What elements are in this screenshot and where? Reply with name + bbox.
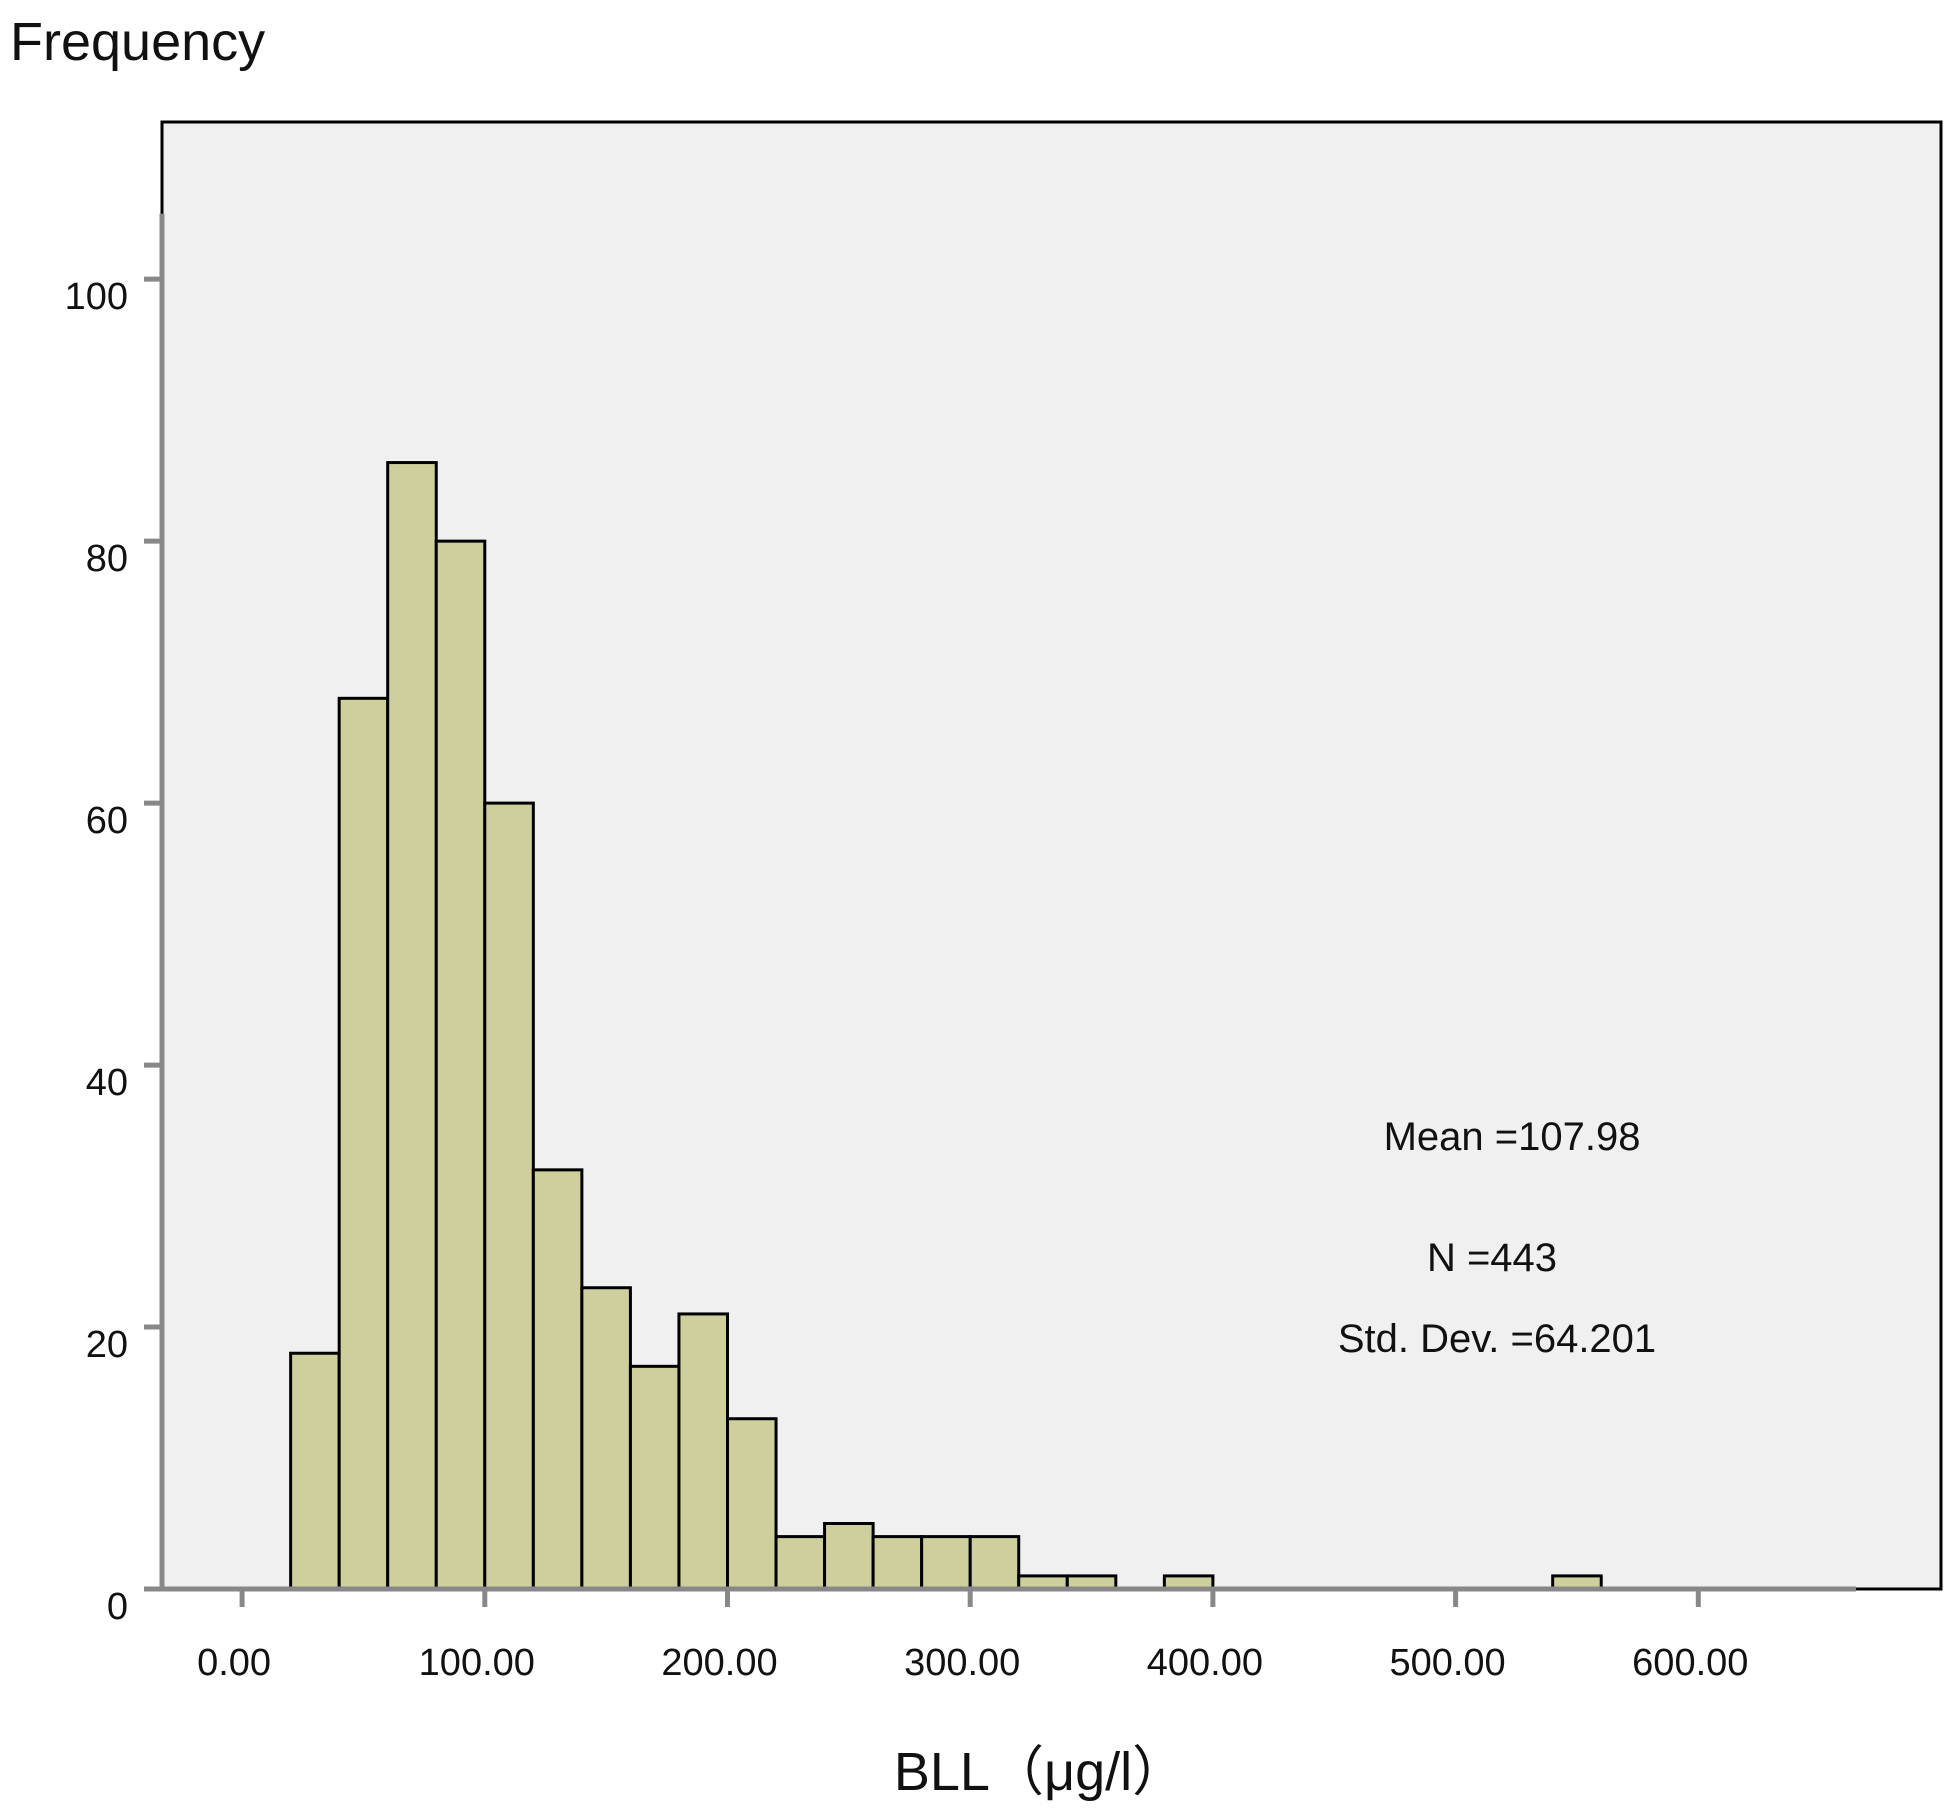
bar-120-140 bbox=[531, 1168, 584, 1591]
bar-100-120 bbox=[483, 801, 535, 1591]
y-tick-label-0: 0 bbox=[107, 1586, 128, 1628]
bar-200-220 bbox=[725, 1417, 778, 1591]
bar-160-180 bbox=[628, 1364, 681, 1591]
x-tick-label-0: 0.00 bbox=[197, 1642, 271, 1684]
bar-20-40 bbox=[289, 1351, 341, 1591]
bar-180-200 bbox=[677, 1312, 729, 1591]
x-axis-title: BLL（μg/l） bbox=[894, 1742, 1186, 1802]
y-tick-label-20: 20 bbox=[86, 1324, 128, 1366]
bar-240-260 bbox=[823, 1522, 875, 1591]
y-tick-label-80: 80 bbox=[86, 538, 128, 580]
bar-40-60 bbox=[337, 696, 390, 1591]
y-tick-label-60: 60 bbox=[86, 800, 128, 842]
std-dev-label: Std. Dev. =64.201 bbox=[1338, 1317, 1656, 1361]
bar-140-160 bbox=[580, 1286, 632, 1591]
bar-80-100 bbox=[434, 539, 487, 1591]
x-tick-label-600: 600.00 bbox=[1632, 1642, 1748, 1684]
x-tick-label-200: 200.00 bbox=[661, 1642, 777, 1684]
bar-300-320 bbox=[968, 1535, 1021, 1591]
x-axis: 0.00 100.00 200.00 300.00 400.00 500.00 600.00 bbox=[162, 1586, 1857, 1684]
bar-220-240 bbox=[774, 1535, 827, 1591]
bar-60-80 bbox=[386, 461, 438, 1591]
y-tick-label-100: 100 bbox=[65, 276, 128, 318]
bar-260-280 bbox=[871, 1535, 924, 1591]
bars-group bbox=[289, 461, 1603, 1591]
x-tick-label-100: 100.00 bbox=[419, 1642, 535, 1684]
x-tick-label-300: 300.00 bbox=[904, 1642, 1020, 1684]
y-axis-title: Frequency bbox=[10, 12, 265, 72]
x-tick-label-400: 400.00 bbox=[1147, 1642, 1263, 1684]
y-axis: 0 20 40 60 80 100 bbox=[65, 213, 165, 1628]
bar-280-300 bbox=[920, 1535, 972, 1591]
stats-annotation: Mean =107.98 N =443 Std. Dev. =64.201 bbox=[1338, 1115, 1656, 1361]
n-label: N =443 bbox=[1427, 1236, 1557, 1280]
mean-label: Mean =107.98 bbox=[1384, 1115, 1641, 1159]
y-tick-label-40: 40 bbox=[86, 1062, 128, 1104]
x-tick-label-500: 500.00 bbox=[1389, 1642, 1505, 1684]
